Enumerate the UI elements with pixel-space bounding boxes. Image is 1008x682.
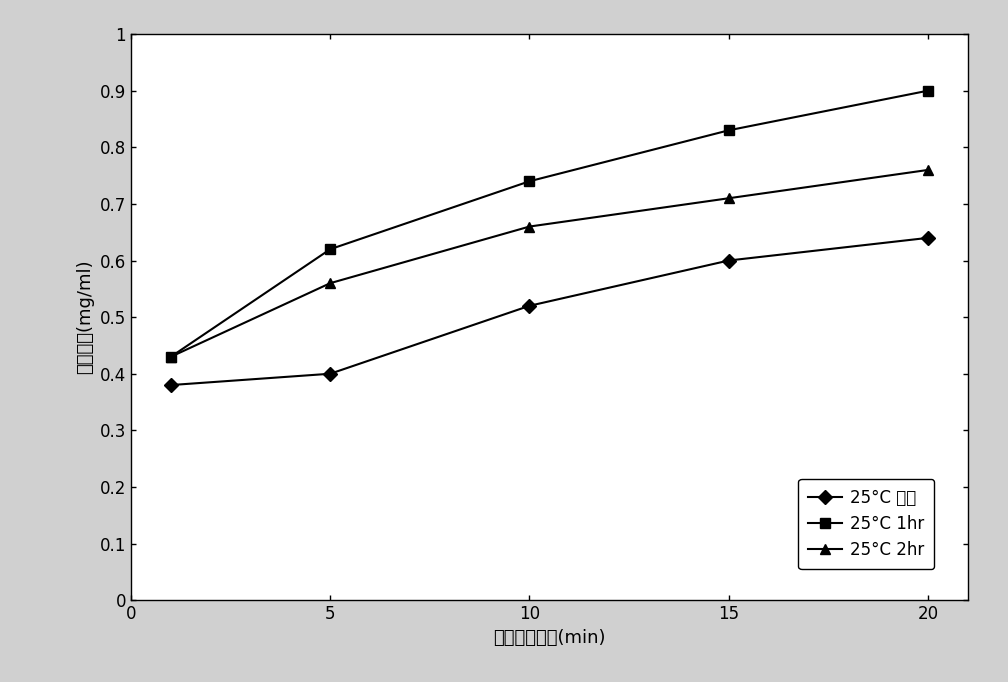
X-axis label: 가수분해시간(min): 가수분해시간(min) xyxy=(493,629,606,647)
25°C 2hr xyxy=(723,194,735,203)
25°C 1hr xyxy=(325,245,337,253)
25°C 1hr xyxy=(165,353,177,361)
Y-axis label: 환원당량(mg/ml): 환원당량(mg/ml) xyxy=(77,260,95,374)
Legend: 25°C 즉시, 25°C 1hr, 25°C 2hr: 25°C 즉시, 25°C 1hr, 25°C 2hr xyxy=(798,479,934,569)
25°C 즉시 xyxy=(723,256,735,265)
25°C 2hr xyxy=(325,279,337,287)
25°C 즉시 xyxy=(325,370,337,378)
25°C 2hr xyxy=(921,166,933,174)
Line: 25°C 1hr: 25°C 1hr xyxy=(166,86,932,361)
25°C 2hr xyxy=(165,353,177,361)
25°C 즉시 xyxy=(921,234,933,242)
25°C 즉시 xyxy=(165,381,177,389)
25°C 1hr xyxy=(523,177,535,186)
Line: 25°C 즉시: 25°C 즉시 xyxy=(166,233,932,390)
25°C 2hr xyxy=(523,222,535,231)
25°C 1hr xyxy=(921,87,933,95)
25°C 1hr xyxy=(723,126,735,134)
25°C 즉시 xyxy=(523,301,535,310)
Line: 25°C 2hr: 25°C 2hr xyxy=(166,165,932,361)
